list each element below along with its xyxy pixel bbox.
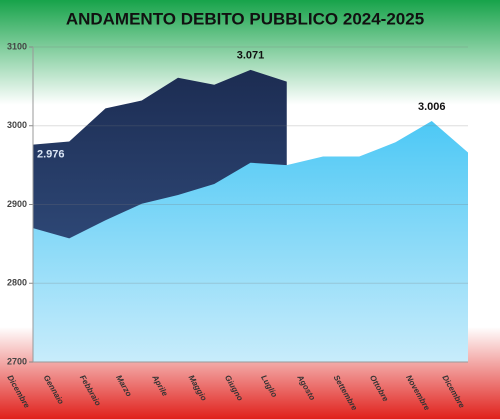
y-tick-label: 2800 bbox=[7, 278, 27, 288]
y-tick-label: 2900 bbox=[7, 199, 27, 209]
data-label: 2.976 bbox=[37, 149, 65, 161]
data-label: 3.071 bbox=[237, 50, 265, 62]
data-label: 3.006 bbox=[418, 101, 446, 113]
chart-title: ANDAMENTO DEBITO PUBBLICO 2024-2025 bbox=[66, 9, 424, 28]
y-tick-label: 2700 bbox=[7, 356, 27, 366]
y-tick-label: 3100 bbox=[7, 41, 27, 51]
y-tick-label: 3000 bbox=[7, 120, 27, 130]
area bbox=[33, 121, 468, 363]
